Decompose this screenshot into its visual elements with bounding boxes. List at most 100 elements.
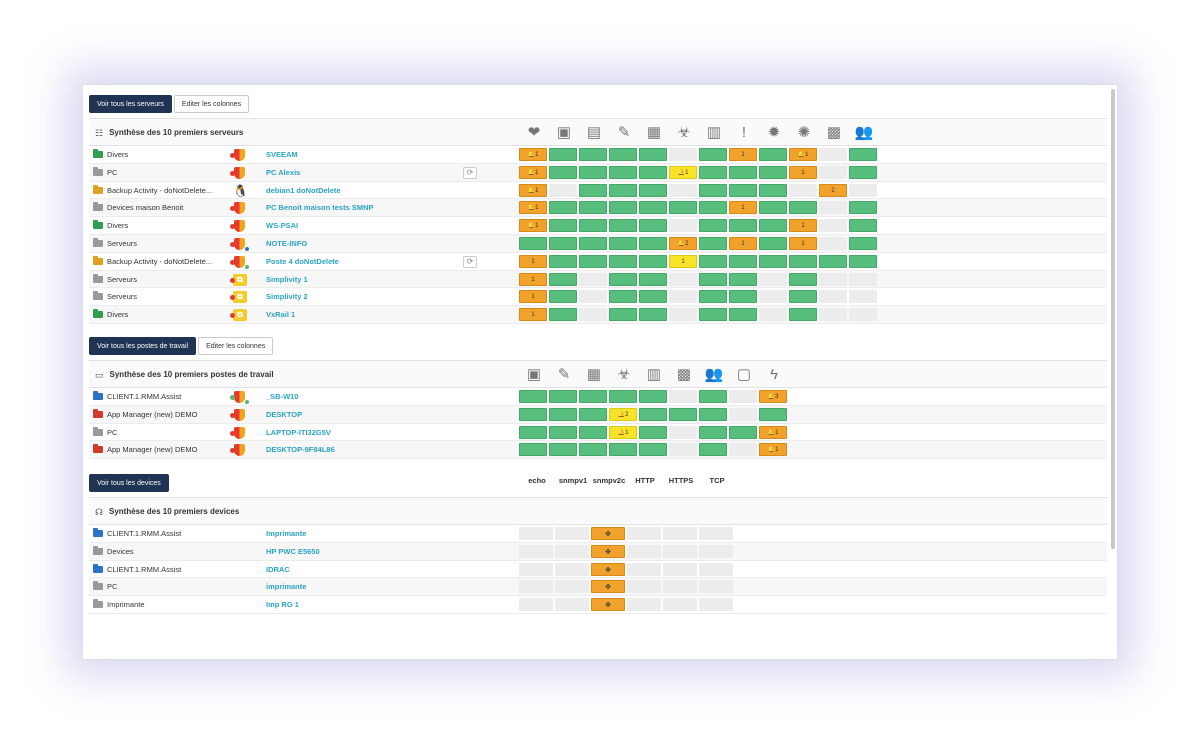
server-name-link[interactable]: Simplivity 2 [266,288,308,306]
status-cell[interactable] [849,201,877,214]
protocol-cell-snmpv2c[interactable]: ✥ [591,598,625,611]
status-cell[interactable] [669,408,697,421]
status-cell[interactable] [549,166,577,179]
device-name-link[interactable]: HP PWC E5650 [266,543,320,561]
status-cell[interactable] [579,390,607,403]
status-cell[interactable]: 🔔1 [519,184,547,197]
status-cell[interactable] [789,290,817,303]
status-cell[interactable] [729,308,757,321]
status-cell[interactable] [729,290,757,303]
status-cell[interactable] [519,390,547,403]
status-cell[interactable] [639,166,667,179]
status-cell[interactable] [549,184,577,197]
status-cell[interactable] [669,290,697,303]
status-cell[interactable] [579,184,607,197]
protocol-cell-snmpv1[interactable] [555,580,589,593]
workstation-row[interactable]: PC LAPTOP-ITI32G5V 🔔1 🔔1 [89,424,1107,442]
status-cell[interactable]: 1 [729,201,757,214]
workstation-row[interactable]: App Manager (new) DEMO DESKTOP-9F84L86 🔔1 [89,441,1107,459]
status-cell[interactable] [549,290,577,303]
server-name-link[interactable]: NOTE-INFO [266,235,307,253]
status-cell[interactable] [849,273,877,286]
status-cell[interactable] [549,201,577,214]
status-cell[interactable] [699,443,727,456]
protocol-cell-snmpv1[interactable] [555,563,589,576]
status-cell[interactable]: 🔔2 [609,408,637,421]
device-row[interactable]: PC imprimante ✥ [89,578,1107,596]
status-cell[interactable] [579,148,607,161]
status-cell[interactable] [579,255,607,268]
edit-server-columns-button[interactable]: Editer les colonnes [174,95,249,113]
status-cell[interactable] [609,166,637,179]
status-cell[interactable] [609,201,637,214]
protocol-cell-echo[interactable] [519,580,553,593]
device-name-link[interactable]: IDRAC [266,561,290,579]
workstation-row[interactable]: App Manager (new) DEMO DESKTOP 🔔2 [89,406,1107,424]
protocol-cell-snmpv2c[interactable]: ✥ [591,580,625,593]
workstation-name-link[interactable]: LAPTOP-ITI32G5V [266,424,331,442]
status-cell[interactable] [669,273,697,286]
device-row[interactable]: CLIENT.1.RMM.Assist Imprimante ✥ [89,525,1107,543]
protocol-cell-snmpv1[interactable] [555,598,589,611]
status-cell[interactable] [729,255,757,268]
status-cell[interactable] [579,273,607,286]
status-cell[interactable] [609,255,637,268]
status-cell[interactable] [849,308,877,321]
status-cell[interactable] [609,273,637,286]
protocol-cell-tcp[interactable] [699,545,733,558]
server-name-link[interactable]: WS-PSAI [266,217,298,235]
status-cell[interactable] [639,201,667,214]
status-cell[interactable] [729,273,757,286]
protocol-cell-snmpv1[interactable] [555,527,589,540]
server-row[interactable]: Serveurs ⧉ Simplivity 2 1 [89,288,1107,306]
status-cell[interactable] [819,255,847,268]
status-cell[interactable] [759,290,787,303]
status-cell[interactable] [819,148,847,161]
status-cell[interactable] [549,408,577,421]
workstation-name-link[interactable]: DESKTOP-9F84L86 [266,441,335,459]
status-cell[interactable] [549,219,577,232]
status-cell[interactable] [519,443,547,456]
status-cell[interactable] [759,408,787,421]
server-row[interactable]: Backup Activity - doNotDelete... Poste 4 … [89,253,1107,271]
status-cell[interactable] [519,408,547,421]
protocol-cell-http[interactable] [627,545,661,558]
device-row[interactable]: CLIENT.1.RMM.Assist IDRAC ✥ [89,561,1107,579]
status-cell[interactable]: 🔔2 [669,237,697,250]
protocol-cell-snmpv2c[interactable]: ✥ [591,545,625,558]
status-cell[interactable] [609,237,637,250]
status-cell[interactable] [819,290,847,303]
status-cell[interactable]: 1 [519,308,547,321]
server-name-link[interactable]: SVEEAM [266,146,298,164]
workstation-name-link[interactable]: DESKTOP [266,406,302,424]
status-cell[interactable] [669,443,697,456]
status-cell[interactable] [699,237,727,250]
status-cell[interactable] [669,219,697,232]
scrollbar[interactable] [1111,89,1115,549]
device-row[interactable]: Imprimante Imp RG 1 ✥ [89,596,1107,614]
status-cell[interactable] [699,255,727,268]
device-name-link[interactable]: Imprimante [266,525,306,543]
status-cell[interactable] [759,148,787,161]
status-cell[interactable] [699,290,727,303]
status-cell[interactable] [549,148,577,161]
status-cell[interactable] [639,290,667,303]
status-cell[interactable] [639,443,667,456]
protocol-cell-https[interactable] [663,580,697,593]
status-cell[interactable] [759,255,787,268]
status-cell[interactable] [699,426,727,439]
status-cell[interactable] [639,273,667,286]
status-cell[interactable] [819,237,847,250]
status-cell[interactable] [549,390,577,403]
status-cell[interactable] [849,255,877,268]
status-cell[interactable] [609,390,637,403]
status-cell[interactable] [819,308,847,321]
status-cell[interactable]: 🔔1 [519,166,547,179]
protocol-cell-http[interactable] [627,527,661,540]
edit-workstation-columns-button[interactable]: Editer les colonnes [198,337,273,355]
status-cell[interactable] [789,184,817,197]
protocol-cell-echo[interactable] [519,545,553,558]
server-row[interactable]: Serveurs ⧉ Simplivity 1 1 [89,271,1107,289]
status-cell[interactable]: 🔔1 [609,426,637,439]
status-cell[interactable] [609,290,637,303]
